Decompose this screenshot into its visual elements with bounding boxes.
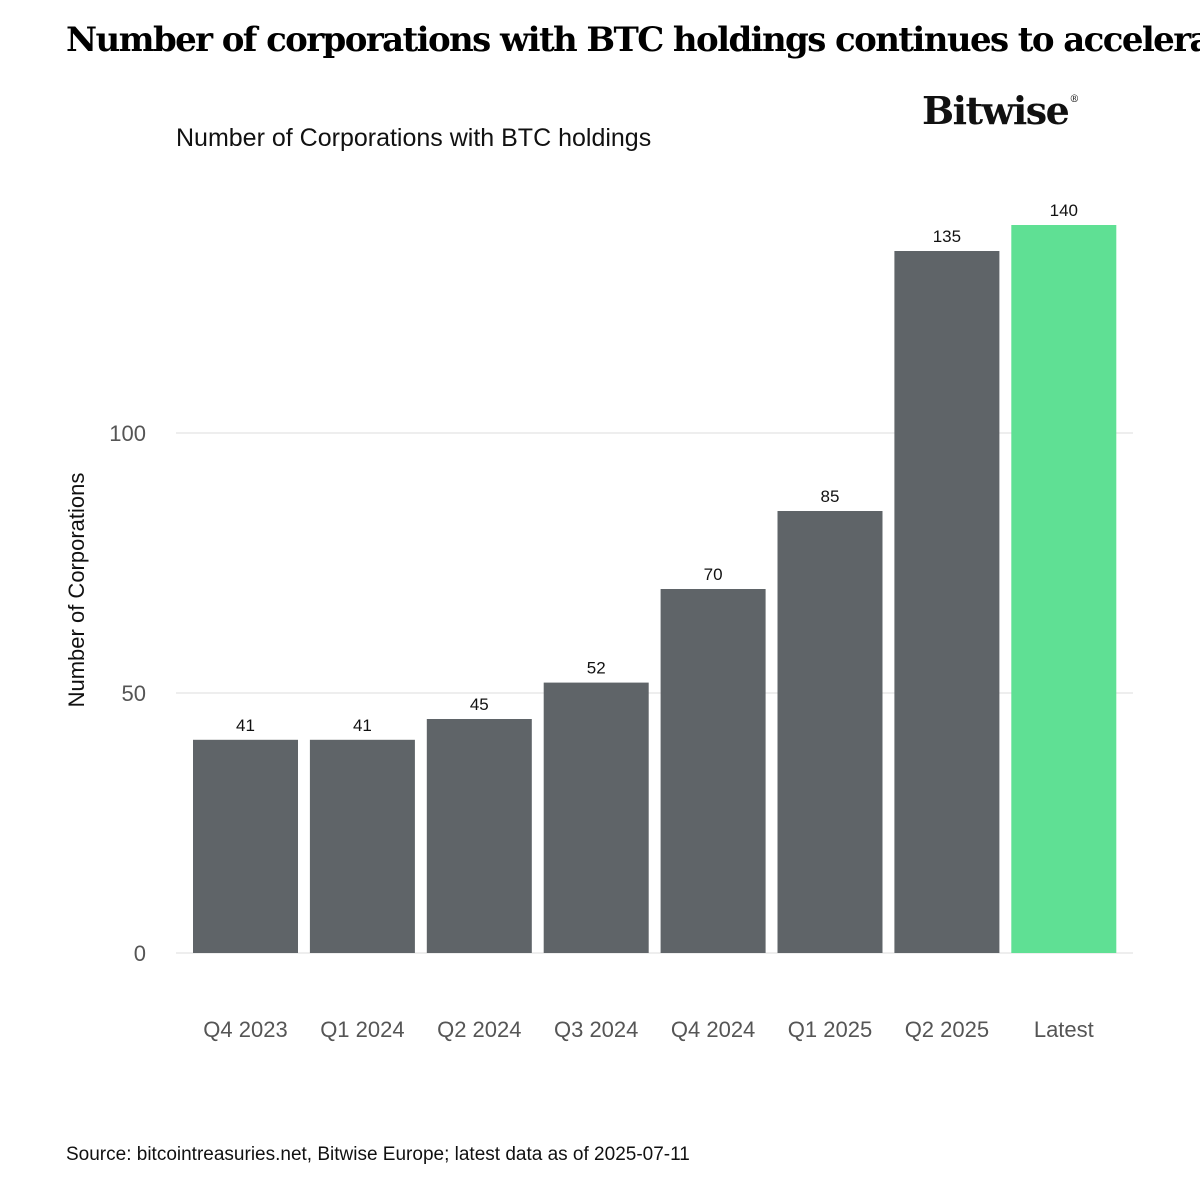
y-tick-label: 50 [122,681,146,706]
data-label: 52 [587,659,606,678]
data-label: 85 [821,487,840,506]
x-tick-label: Q1 2024 [320,1017,404,1042]
data-label: 45 [470,695,489,714]
x-tick-label: Q3 2024 [554,1017,638,1042]
x-tick-label: Q4 2023 [203,1017,287,1042]
bar-latest [1011,225,1117,953]
data-label: 41 [236,716,255,735]
bar-q4-2023 [193,739,298,953]
x-tick-label: Q4 2024 [671,1017,755,1042]
y-axis: 0 50 100 [109,421,146,966]
bar-q2-2024 [426,719,532,953]
y-tick-label: 100 [109,421,146,446]
bar-q1-2025 [777,511,883,953]
data-label: 135 [933,227,961,246]
data-label: 41 [353,716,372,735]
labels-layer: 41 41 45 52 70 85 135 140 [236,201,1078,735]
bar-q2-2025 [894,251,1000,953]
headline: Number of corporations with BTC holdings… [66,20,1200,60]
source-note: Source: bitcointreasuries.net, Bitwise E… [66,1144,690,1165]
registered-mark: ® [1069,94,1079,105]
bar-q1-2024 [309,739,415,953]
bitwise-logo: Bitwise® [922,88,1079,133]
x-tick-label: Q1 2025 [788,1017,872,1042]
bar-q4-2024 [660,589,766,953]
y-axis-label: Number of Corporations [64,473,89,708]
data-label: 140 [1050,201,1078,220]
x-axis: Q4 2023 Q1 2024 Q2 2024 Q3 2024 Q4 2024 Q1 20… [203,1017,1093,1042]
data-label: 70 [704,565,723,584]
bars-layer [193,225,1117,953]
bar-q3-2024 [543,682,649,953]
y-tick-label: 0 [134,941,146,966]
logo-text: Bitwise [922,88,1070,133]
x-tick-label: Latest [1034,1017,1094,1042]
x-tick-label: Q2 2024 [437,1017,521,1042]
chart-title: Number of Corporations with BTC holdings [176,124,652,152]
x-tick-label: Q2 2025 [905,1017,989,1042]
